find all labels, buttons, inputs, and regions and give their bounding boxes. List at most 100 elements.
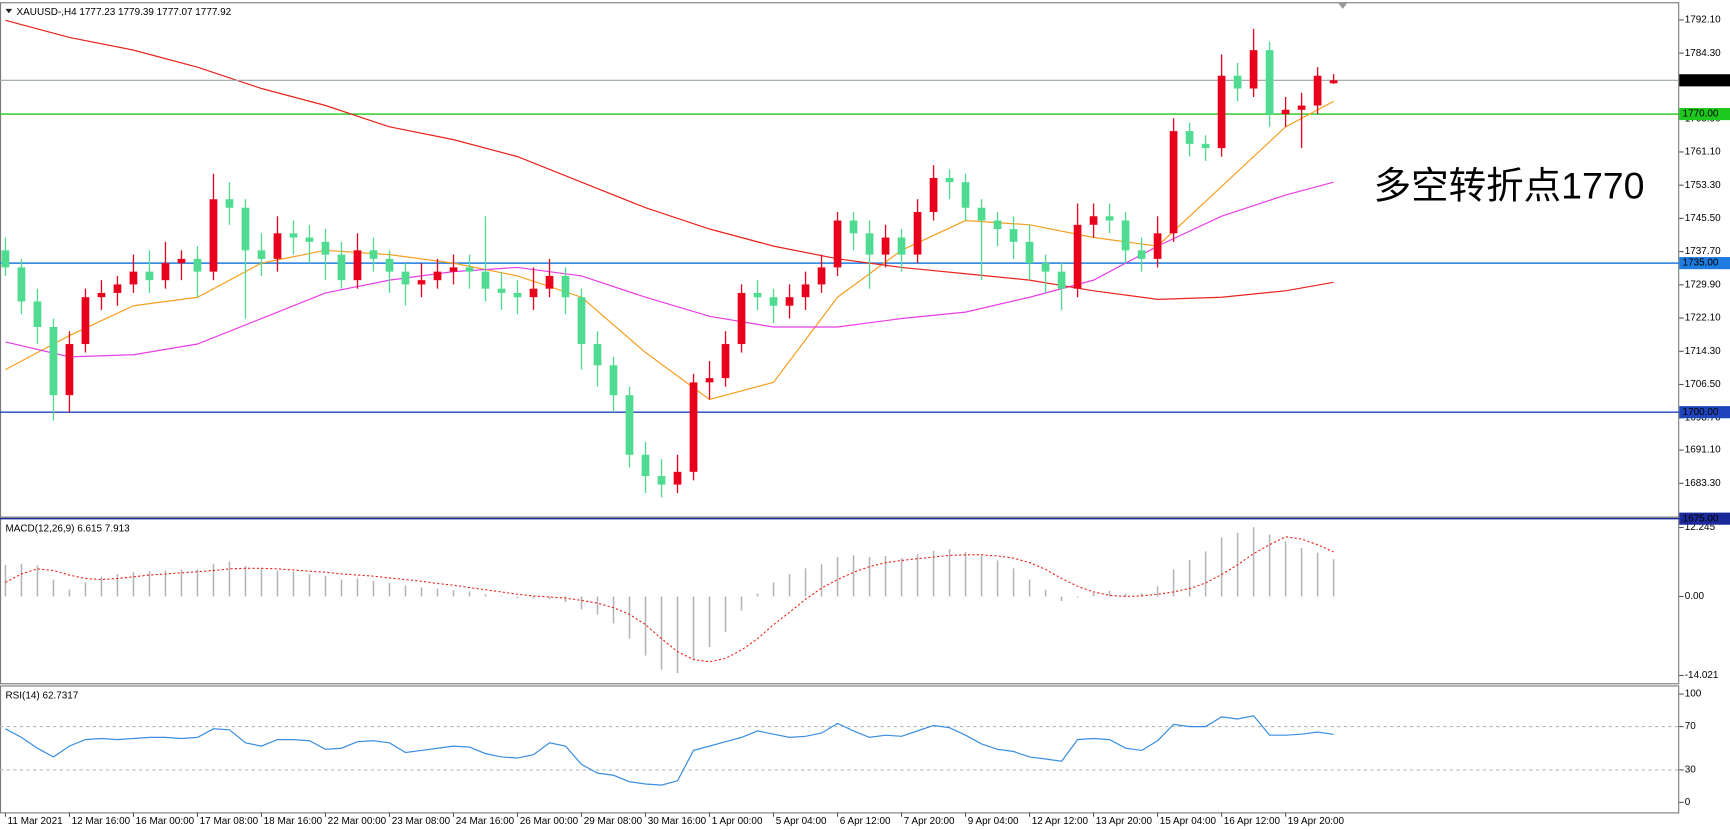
- bid-label-box: [1679, 74, 1730, 87]
- candle-body: [897, 237, 906, 255]
- candle-body: [481, 271, 490, 289]
- candle-body: [1057, 271, 1066, 289]
- level-label: 1700.00: [1683, 407, 1719, 418]
- candle-body: [321, 241, 330, 255]
- price-header: XAUUSD-,H4 1777.23 1779.39 1777.07 1777.…: [17, 7, 232, 18]
- y-tick-label: 0: [1685, 797, 1691, 808]
- rsi-header: RSI(14) 62.7317: [6, 690, 79, 701]
- candle-body: [1153, 233, 1162, 259]
- signal-value: 7.913: [105, 523, 130, 534]
- x-tick-label: 9 Apr 04:00: [968, 816, 1019, 827]
- bid-label: 1777.92: [1683, 75, 1719, 86]
- open: 1777.23: [79, 7, 115, 18]
- candle-body: [449, 267, 458, 272]
- symbol: XAUUSD-,H4: [17, 7, 78, 18]
- candle-body: [1025, 241, 1034, 264]
- y-tick-label: 1737.70: [1685, 246, 1721, 257]
- y-tick-label: 1729.90: [1685, 279, 1721, 290]
- rsi-name: RSI(14): [6, 690, 40, 701]
- level-label: 1735.00: [1683, 258, 1719, 269]
- candle-body: [801, 284, 810, 298]
- candle-body: [977, 207, 986, 221]
- candle-body: [1217, 75, 1226, 149]
- macd-header: MACD(12,26,9) 6.615 7.913: [6, 523, 131, 534]
- y-tick-label: 1722.10: [1685, 313, 1721, 324]
- candle-body: [1233, 75, 1242, 89]
- candle-body: [1313, 75, 1322, 106]
- candle-body: [529, 288, 538, 298]
- candle-body: [305, 237, 314, 242]
- annotation: 多空转折点1770: [1374, 165, 1645, 207]
- candle-body: [49, 327, 58, 396]
- candle-body: [929, 177, 938, 213]
- x-tick-label: 23 Mar 08:00: [392, 816, 451, 827]
- candle-body: [1121, 220, 1130, 251]
- x-tick-label: 1 Apr 00:00: [712, 816, 763, 827]
- y-tick-label: 1753.30: [1685, 180, 1721, 191]
- y-tick-label: 70: [1685, 721, 1697, 732]
- candle-body: [209, 199, 218, 272]
- x-tick-label: 12 Apr 12:00: [1032, 816, 1089, 827]
- candle-body: [609, 365, 618, 396]
- candle-body: [193, 258, 202, 272]
- candle-body: [625, 395, 634, 455]
- y-tick-label: 1745.50: [1685, 213, 1721, 224]
- candle-body: [753, 292, 762, 298]
- candle-body: [993, 220, 1002, 230]
- level-label-box: [1679, 257, 1730, 270]
- x-tick-label: 17 Mar 08:00: [200, 816, 259, 827]
- candle-body: [849, 220, 858, 234]
- y-tick-label: 1784.30: [1685, 48, 1721, 59]
- candle-body: [241, 207, 250, 251]
- candle-body: [417, 280, 426, 285]
- x-tick-label: 24 Mar 16:00: [456, 816, 515, 827]
- y-tick-label: 1706.50: [1685, 379, 1721, 390]
- menu-arrow[interactable]: [5, 8, 13, 14]
- moving-average: [5, 19, 1334, 300]
- macd-value: 6.615: [77, 523, 102, 534]
- candle-body: [145, 271, 154, 281]
- candle-body: [961, 182, 970, 208]
- y-tick-label: 1792.10: [1685, 15, 1721, 26]
- candle-body: [881, 237, 890, 255]
- x-tick-label: 26 Mar 00:00: [520, 816, 579, 827]
- candle-body: [641, 454, 650, 477]
- candle-body: [1185, 131, 1194, 144]
- candle-body: [785, 297, 794, 306]
- candle-body: [1169, 131, 1178, 234]
- x-tick-label: 16 Mar 00:00: [136, 816, 195, 827]
- moving-average: [5, 181, 1334, 358]
- candle-body: [833, 220, 842, 268]
- candle-body: [497, 288, 506, 293]
- candle-body: [865, 233, 874, 255]
- x-tick-label: 29 Mar 08:00: [584, 816, 643, 827]
- candle-body: [97, 292, 106, 298]
- candle-body: [817, 267, 826, 285]
- x-tick-label: 5 Apr 04:00: [776, 816, 827, 827]
- level-label-box: [1679, 406, 1730, 419]
- candle-body: [945, 177, 954, 183]
- x-tick-label: 13 Apr 20:00: [1096, 816, 1153, 827]
- x-tick-label: 30 Mar 16:00: [648, 816, 707, 827]
- candle-body: [1281, 109, 1290, 115]
- candle-body: [721, 344, 730, 379]
- candle-body: [593, 344, 602, 366]
- candle-body: [369, 250, 378, 259]
- rsi-panel-frame: [0, 685, 1680, 814]
- candle-body: [465, 267, 474, 272]
- x-tick-label: 18 Mar 16:00: [264, 816, 323, 827]
- candle-body: [385, 258, 394, 272]
- signal-line: [5, 536, 1334, 663]
- candle-body: [1073, 224, 1082, 289]
- level-label-box: [1679, 107, 1730, 121]
- y-tick-label: 0.00: [1685, 591, 1705, 602]
- y-tick-label: 1761.10: [1685, 147, 1721, 158]
- candle-body: [401, 271, 410, 285]
- candle-body: [273, 233, 282, 259]
- level-label: 1770.00: [1683, 109, 1719, 120]
- close: 1777.92: [195, 7, 231, 18]
- y-tick-label: 100: [1685, 689, 1702, 700]
- x-tick-label: 11 Mar 2021: [8, 816, 63, 827]
